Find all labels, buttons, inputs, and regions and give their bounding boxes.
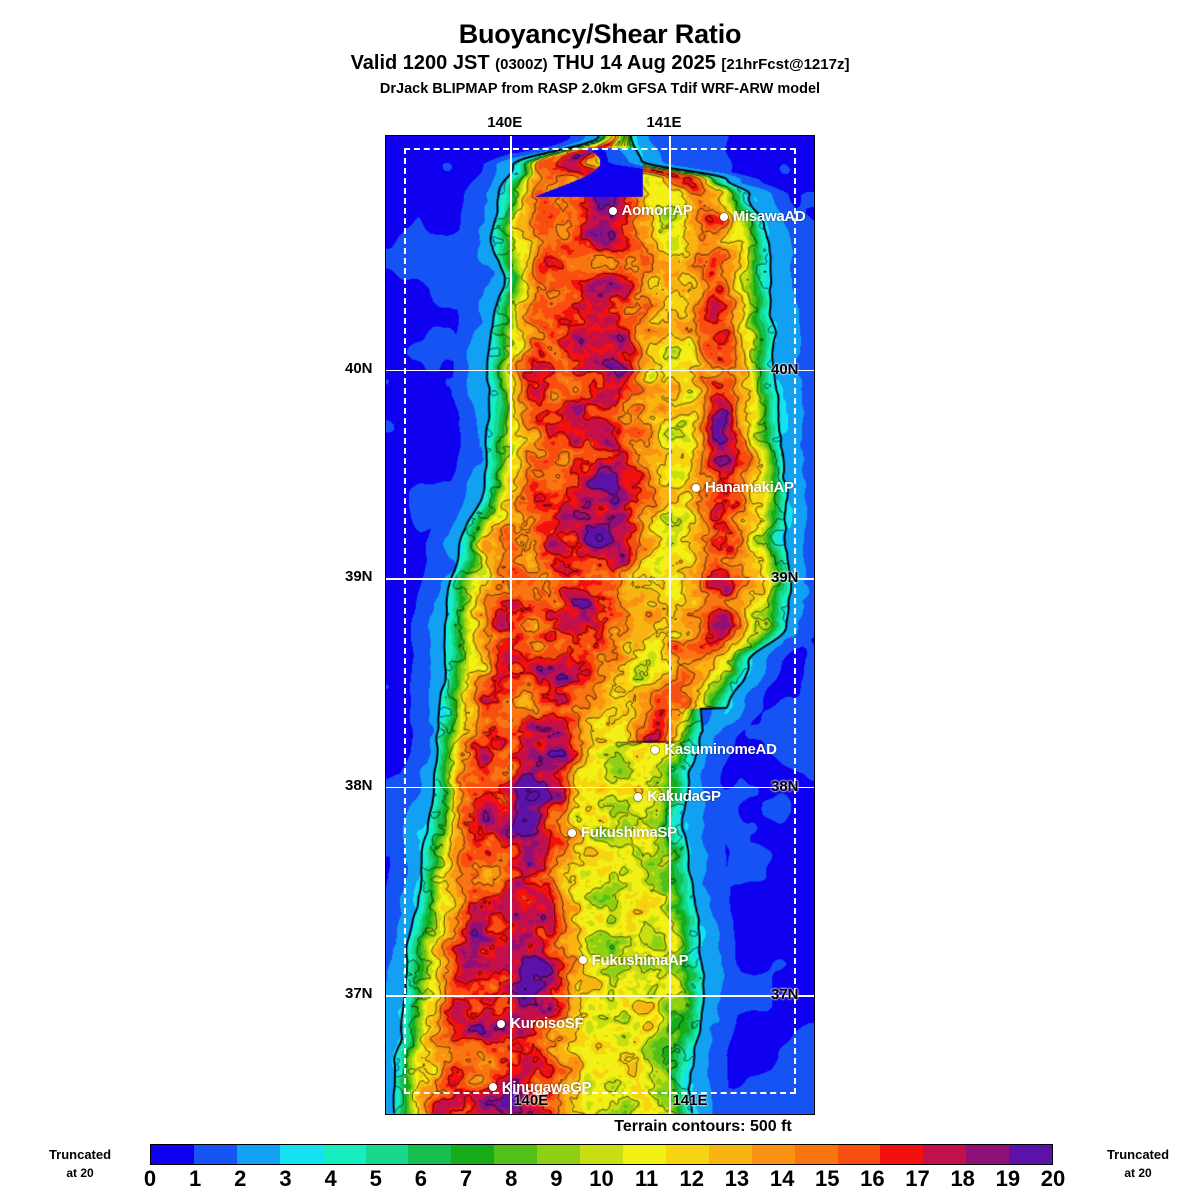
colorbar-segment-17	[880, 1145, 924, 1164]
forecast-map[interactable]: AomoriAP MisawaAD HanamakiAP KasuminomeAD Ka…	[385, 135, 815, 1115]
truncated-left-line1: Truncated	[48, 1147, 112, 1162]
colorbar-tick-8: 8	[505, 1166, 518, 1191]
colorbar-segment-12	[665, 1145, 709, 1164]
colorbar-segment-16	[837, 1145, 881, 1164]
valid-time-suffix: THU 14 Aug 2025	[553, 52, 716, 74]
model-source-line: DrJack BLIPMAP from RASP 2.0km GFSA Tdif…	[379, 81, 821, 97]
lat-label-left-40N: 40N	[345, 359, 373, 377]
forecast-tag: [21hrFcst@1217z]	[721, 56, 850, 73]
colorbar-segment-15	[794, 1145, 838, 1164]
colorbar-segment-11	[622, 1145, 666, 1164]
colorbar-segment-10	[580, 1145, 623, 1164]
lon-label-bottom-141E: 141E	[672, 1092, 708, 1109]
colorbar-tick-20: 20	[1040, 1166, 1066, 1191]
colorbar-tick-9: 9	[550, 1166, 563, 1191]
terrain-contour-text: Terrain contours: 500 ft	[614, 1118, 792, 1135]
lat-label-left-37N: 37N	[345, 985, 373, 1003]
colorbar-tick-3: 3	[279, 1166, 292, 1191]
colorbar-tick-4: 4	[324, 1166, 337, 1191]
colorbar-segment-18	[923, 1145, 967, 1164]
colorbar-tick-14: 14	[769, 1166, 795, 1191]
valid-time-prefix: Valid 1200 JST	[350, 52, 490, 74]
colorbar-tick-2: 2	[234, 1166, 247, 1191]
page-title: Buoyancy/Shear Ratio	[458, 19, 742, 49]
colorbar-tick-19: 19	[995, 1166, 1021, 1191]
buoyancy-shear-raster	[386, 136, 814, 1114]
colorbar-segment-1	[193, 1145, 237, 1164]
colorbar-segment-6	[408, 1145, 452, 1164]
truncated-right-note: Truncated at 20	[1078, 1146, 1198, 1182]
lat-label-left-39N: 39N	[345, 568, 373, 586]
truncated-right-line2: at 20	[1124, 1166, 1152, 1180]
lon-label-top-140E: 140E	[487, 114, 523, 131]
colorbar-segment-14	[751, 1145, 795, 1164]
colorbar-tick-10: 10	[589, 1166, 614, 1191]
lat-label-right-38N: 38N	[771, 777, 799, 795]
colorbar-segment-13	[708, 1145, 752, 1164]
colorbar-segment-2	[236, 1145, 280, 1164]
colorbar-tick-11: 11	[635, 1166, 659, 1191]
colorbar-tick-13: 13	[724, 1166, 750, 1191]
colorbar-ticks: 0 1 2 3 4 5 6 7 8 9 10 11 12 13 14 15 16 17 18 19 20	[144, 1166, 1065, 1194]
lat-label-right-39N: 39N	[771, 569, 799, 587]
header-block: Buoyancy/Shear Ratio Valid 1200 JST (030…	[0, 18, 1200, 100]
colorbar-segment-20	[1009, 1145, 1053, 1164]
colorbar-segment-8	[494, 1145, 538, 1164]
colorbar-tick-12: 12	[679, 1166, 705, 1191]
colorbar-tick-1: 1	[189, 1166, 202, 1191]
colorbar[interactable]	[150, 1144, 1053, 1165]
colorbar-tick-0: 0	[143, 1166, 157, 1191]
lat-label-right-37N: 37N	[771, 986, 799, 1004]
colorbar-segment-19	[966, 1145, 1010, 1164]
colorbar-tick-5: 5	[369, 1166, 382, 1191]
lat-label-left-38N: 38N	[345, 776, 373, 794]
colorbar-segment-4	[322, 1145, 366, 1164]
lon-label-bottom-140E: 140E	[513, 1092, 549, 1109]
colorbar-tick-15: 15	[815, 1166, 840, 1191]
lat-label-right-40N: 40N	[771, 360, 799, 378]
colorbar-tick-7: 7	[459, 1166, 473, 1191]
truncated-left-line2: at 20	[66, 1166, 94, 1180]
colorbar-wrap: 0 1 2 3 4 5 6 7 8 9 10 11 12 13 14 15 16 17 18 19 20	[0, 1144, 1200, 1194]
colorbar-segment-3	[279, 1145, 323, 1164]
colorbar-segment-9	[537, 1145, 581, 1164]
truncated-right-line1: Truncated	[1106, 1147, 1170, 1162]
valid-time-line: Valid 1200 JST (0300Z) THU 14 Aug 2025 […	[0, 50, 1200, 78]
lon-label-top-141E: 141E	[646, 114, 682, 131]
colorbar-tick-16: 16	[860, 1166, 885, 1191]
valid-time-utc: (0300Z)	[495, 56, 548, 73]
colorbar-segment-0	[151, 1145, 194, 1164]
colorbar-segment-5	[365, 1145, 409, 1164]
colorbar-tick-18: 18	[950, 1166, 975, 1191]
colorbar-segment-7	[451, 1145, 495, 1164]
colorbar-tick-6: 6	[414, 1166, 428, 1191]
colorbar-tick-17: 17	[905, 1166, 930, 1191]
terrain-contour-caption: Terrain contours: 500 ft	[0, 1118, 1200, 1136]
truncated-left-note: Truncated at 20	[20, 1146, 140, 1182]
